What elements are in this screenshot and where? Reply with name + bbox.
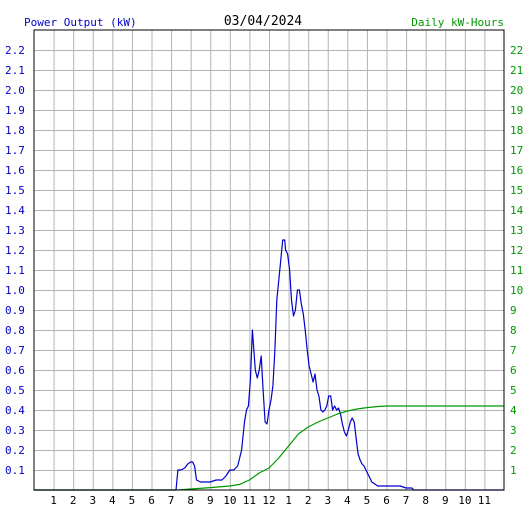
- left-y-tick-label: 1.7: [5, 144, 25, 157]
- x-tick-label: 8: [422, 494, 429, 507]
- right-y-tick-label: 15: [510, 184, 523, 197]
- left-y-tick-label: 1.9: [5, 104, 25, 117]
- left-y-tick-label: 0.4: [5, 404, 25, 417]
- x-tick-label: 7: [403, 494, 410, 507]
- left-y-tick-label: 2.0: [5, 84, 25, 97]
- x-tick-label: 5: [129, 494, 136, 507]
- right-y-tick-label: 1: [510, 464, 517, 477]
- left-y-tick-label: 1.2: [5, 244, 25, 257]
- left-y-tick-label: 1.4: [5, 204, 25, 217]
- right-y-tick-label: 2: [510, 444, 517, 457]
- right-y-tick-label: 20: [510, 84, 523, 97]
- right-y-tick-label: 18: [510, 124, 523, 137]
- right-y-tick-label: 8: [510, 324, 517, 337]
- right-y-tick-label: 4: [510, 404, 517, 417]
- x-tick-label: 8: [187, 494, 194, 507]
- x-tick-label: 4: [109, 494, 116, 507]
- x-tick-label: 10: [458, 494, 471, 507]
- left-y-tick-label: 0.1: [5, 464, 25, 477]
- right-y-tick-label: 14: [510, 204, 524, 217]
- left-y-tick-label: 2.2: [5, 44, 25, 57]
- x-tick-label: 9: [207, 494, 214, 507]
- right-y-tick-label: 5: [510, 384, 517, 397]
- left-y-tick-labels: 0.1 0.2 0.3 0.4 0.5 0.6 0.7 0.8 0.9 1.0 1.1 1.2 1.3 1…: [5, 44, 25, 477]
- right-y-tick-label: 21: [510, 64, 523, 77]
- right-y-tick-label: 3: [510, 424, 517, 437]
- right-y-tick-label: 10: [510, 284, 523, 297]
- x-tick-label: 1: [50, 494, 57, 507]
- left-y-tick-label: 1.6: [5, 164, 25, 177]
- x-tick-label: 11: [478, 494, 491, 507]
- left-y-tick-label: 1.3: [5, 224, 25, 237]
- daily-kwh-series-line: [34, 405, 504, 491]
- right-axis-label: Daily kW-Hours: [411, 16, 504, 29]
- right-y-tick-label: 7: [510, 344, 517, 357]
- power-output-series-line: [34, 239, 504, 491]
- left-y-tick-label: 0.5: [5, 384, 25, 397]
- left-y-tick-label: 0.3: [5, 424, 25, 437]
- x-tick-label: 2: [305, 494, 312, 507]
- x-tick-label: 12: [262, 494, 275, 507]
- right-y-tick-label: 11: [510, 264, 523, 277]
- left-y-tick-label: 0.9: [5, 304, 25, 317]
- left-y-tick-label: 2.1: [5, 64, 25, 77]
- x-tick-label: 9: [442, 494, 449, 507]
- left-y-tick-label: 0.6: [5, 364, 25, 377]
- left-y-tick-label: 1.5: [5, 184, 25, 197]
- x-tick-label: 11: [243, 494, 256, 507]
- left-y-tick-label: 0.7: [5, 344, 25, 357]
- plot-area-frame: [33, 29, 505, 491]
- left-y-tick-label: 0.8: [5, 324, 25, 337]
- right-y-tick-label: 6: [510, 364, 517, 377]
- right-y-tick-label: 17: [510, 144, 523, 157]
- left-y-tick-label: 0.2: [5, 444, 25, 457]
- x-tick-label: 7: [168, 494, 175, 507]
- left-axis-label: Power Output (kW): [24, 16, 137, 29]
- left-y-tick-label: 1.0: [5, 284, 25, 297]
- x-tick-label: 6: [383, 494, 390, 507]
- right-y-tick-label: 19: [510, 104, 523, 117]
- x-tick-labels: 1 2 3 4 5 6 7 8 9 10 11 12 1 2 3 4 5 6 7 8 9 10 11: [50, 494, 491, 507]
- series-lines: [34, 239, 504, 491]
- x-tick-label: 4: [344, 494, 351, 507]
- right-y-tick-label: 12: [510, 244, 523, 257]
- x-tick-label: 10: [223, 494, 236, 507]
- chart-title: 03/04/2024: [224, 14, 302, 29]
- grid-lines: [34, 30, 504, 490]
- x-tick-label: 1: [285, 494, 292, 507]
- right-y-tick-label: 13: [510, 224, 523, 237]
- right-y-tick-label: 16: [510, 164, 523, 177]
- x-tick-label: 2: [70, 494, 77, 507]
- left-y-tick-label: 1.8: [5, 124, 25, 137]
- left-y-tick-label: 1.1: [5, 264, 25, 277]
- x-tick-label: 3: [324, 494, 331, 507]
- x-tick-label: 3: [89, 494, 96, 507]
- x-tick-label: 5: [364, 494, 371, 507]
- right-y-tick-label: 9: [510, 304, 517, 317]
- x-tick-label: 6: [148, 494, 155, 507]
- right-y-tick-label: 22: [510, 44, 523, 57]
